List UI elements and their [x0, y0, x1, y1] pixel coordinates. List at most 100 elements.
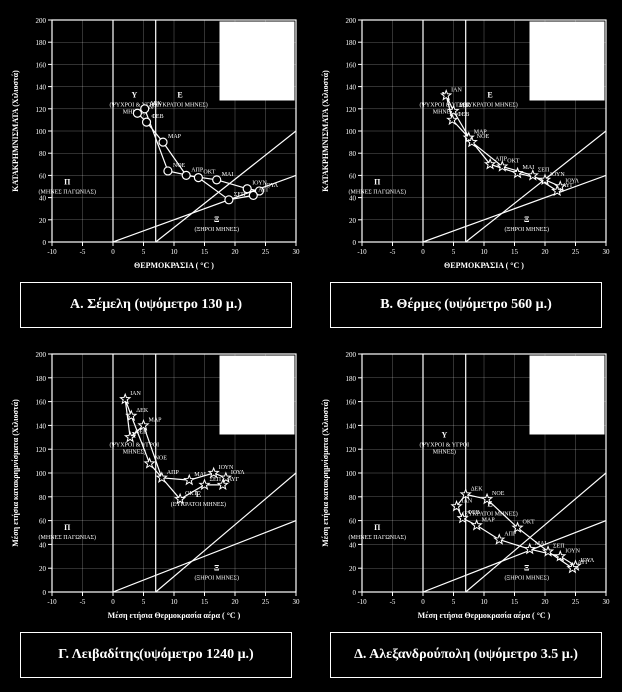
month-label: ΝΟΕ: [173, 163, 186, 169]
month-label: ΣΕΠ: [234, 192, 246, 198]
xtick-label: 25: [572, 598, 580, 606]
legend-box: [530, 356, 604, 434]
ytick-label: 180: [36, 39, 47, 47]
svg-text:Π: Π: [374, 177, 381, 186]
xtick-label: 5: [142, 598, 146, 606]
month-label: ΑΠΡ: [504, 532, 517, 538]
ytick-label: 100: [346, 470, 357, 478]
xtick-label: 25: [262, 248, 270, 256]
month-label: ΔΕΚ: [150, 101, 163, 107]
month-label: ΑΠΡ: [191, 167, 204, 173]
svg-text:Ε: Ε: [177, 91, 182, 100]
ytick-label: 0: [353, 589, 357, 597]
xtick-label: 5: [452, 248, 456, 256]
ytick-label: 40: [39, 195, 47, 203]
month-label: ΣΕΠ: [538, 167, 550, 173]
panel-C: -10-505101520253002040608010012014016018…: [6, 340, 306, 686]
chart-A: -10-505101520253002040608010012014016018…: [6, 6, 306, 278]
month-label: ΔΕΚ: [459, 103, 472, 109]
xtick-label: 20: [542, 598, 550, 606]
month-label: ΟΚΤ: [203, 170, 215, 176]
svg-text:(ΜΗΝΕΣ ΠΑΓΩΝΙΑΣ): (ΜΗΝΕΣ ΠΑΓΩΝΙΑΣ): [349, 188, 406, 195]
month-label: ΝΟΕ: [492, 491, 505, 497]
svg-text:ΜΗΝΕΣ): ΜΗΝΕΣ): [123, 448, 146, 455]
ytick-label: 120: [36, 106, 47, 114]
xtick-label: 10: [481, 248, 489, 256]
xtick-label: 5: [142, 248, 146, 256]
panel-caption: Δ. Αλεξανδρούπολη (υψόμετρο 3.5 μ.): [330, 632, 602, 678]
x-axis-label: ΘΕΡΜΟΚΡΑΣΙΑ ( °C ): [134, 261, 214, 270]
ytick-label: 20: [349, 217, 357, 225]
ytick-label: 100: [36, 128, 47, 136]
svg-text:Ξ: Ξ: [214, 215, 220, 224]
x-axis-label: Μέση ετήσια Θερμοκρασία αέρα ( °C ): [108, 611, 241, 620]
ytick-label: 0: [353, 239, 357, 247]
ytick-label: 200: [36, 17, 47, 25]
svg-text:(ΨΥΧΡΟΙ & ΥΓΡΟΙ: (ΨΥΧΡΟΙ & ΥΓΡΟΙ: [420, 441, 470, 448]
ytick-label: 80: [349, 150, 357, 158]
ytick-label: 120: [346, 106, 357, 114]
svg-text:(ΞΗΡΟΙ ΜΗΝΕΣ): (ΞΗΡΟΙ ΜΗΝΕΣ): [194, 226, 239, 233]
panel-B: -10-505101520253002040608010012014016018…: [316, 6, 616, 336]
xtick-label: 20: [542, 248, 550, 256]
xtick-label: 25: [262, 598, 270, 606]
chart-C: -10-505101520253002040608010012014016018…: [6, 340, 306, 628]
ytick-label: 40: [349, 541, 357, 549]
ytick-label: 60: [39, 518, 47, 526]
ytick-label: 40: [349, 195, 357, 203]
ytick-label: 140: [346, 84, 357, 92]
svg-text:(ΜΗΝΕΣ ΠΑΓΩΝΙΑΣ): (ΜΗΝΕΣ ΠΑΓΩΝΙΑΣ): [39, 534, 96, 541]
svg-text:Π: Π: [64, 177, 71, 186]
panel-caption-text: Α. Σέμελη (υψόμετρο 130 μ.): [70, 297, 242, 313]
legend-box: [530, 22, 604, 100]
ytick-label: 160: [36, 61, 47, 69]
y-axis-label: ΚΑΤΑΚΡΗΜΝΙΣΜΑΤΑ (Χιλιοστά): [321, 70, 330, 192]
ytick-label: 80: [39, 494, 47, 502]
month-label: ΙΟΥΝ: [550, 172, 565, 178]
xtick-label: -5: [80, 598, 86, 606]
month-label: ΙΟΥΛ: [231, 470, 245, 476]
y-axis-label: ΚΑΤΑΚΡΗΜΝΙΣΜΑΤΑ (Χιλιοστά): [11, 70, 20, 192]
xtick-label: -10: [47, 248, 57, 256]
panel-caption-text: Β. Θέρμες (υψόμετρο 560 μ.): [380, 297, 552, 313]
xtick-label: -5: [390, 248, 396, 256]
ytick-label: 140: [36, 422, 47, 430]
xtick-label: 30: [603, 598, 611, 606]
month-label: ΜΑΡ: [482, 517, 496, 523]
legend-box: [220, 22, 294, 100]
month-label: ΙΑΝ: [130, 391, 141, 397]
month-label: ΟΚΤ: [523, 520, 535, 526]
xtick-label: 15: [511, 598, 519, 606]
data-marker: [249, 191, 257, 199]
xtick-label: 10: [171, 598, 179, 606]
ytick-label: 100: [346, 128, 357, 136]
xtick-label: -10: [47, 598, 57, 606]
month-label: ΙΟΥΝ: [565, 548, 580, 554]
svg-text:Υ: Υ: [441, 430, 447, 439]
svg-text:(ΞΗΡΟΙ ΜΗΝΕΣ): (ΞΗΡΟΙ ΜΗΝΕΣ): [504, 226, 549, 233]
panel-caption-text: Γ. Λειβαδίτης(υψόμετρο 1240 μ.): [58, 647, 253, 663]
xtick-label: 20: [232, 248, 240, 256]
ytick-label: 200: [346, 17, 357, 25]
svg-text:(ΕΥΚΡΑΤΟΙ ΜΗΝΕΣ): (ΕΥΚΡΑΤΟΙ ΜΗΝΕΣ): [462, 102, 517, 109]
xtick-label: 15: [511, 248, 519, 256]
month-label: ΑΥΓ: [228, 477, 240, 483]
svg-text:Ε: Ε: [487, 91, 492, 100]
panel-caption: Γ. Λειβαδίτης(υψόμετρο 1240 μ.): [20, 632, 292, 678]
month-label: ΑΥΓ: [258, 187, 270, 193]
month-label: ΦΕΒ: [135, 429, 147, 435]
month-label: ΙΑΝ: [462, 498, 473, 504]
xtick-label: -10: [357, 248, 367, 256]
xtick-label: 0: [111, 248, 115, 256]
ytick-label: 140: [346, 422, 357, 430]
ytick-label: 200: [36, 351, 47, 359]
svg-text:Π: Π: [374, 523, 381, 532]
svg-text:(ΜΗΝΕΣ ΠΑΓΩΝΙΑΣ): (ΜΗΝΕΣ ΠΑΓΩΝΙΑΣ): [39, 188, 96, 195]
month-label: ΑΥΓ: [577, 560, 589, 566]
svg-text:Υ: Υ: [131, 91, 137, 100]
xtick-label: -5: [390, 598, 396, 606]
ytick-label: 60: [39, 172, 47, 180]
ytick-label: 140: [36, 84, 47, 92]
xtick-label: -10: [357, 598, 367, 606]
month-label: ΝΟΕ: [155, 455, 168, 461]
